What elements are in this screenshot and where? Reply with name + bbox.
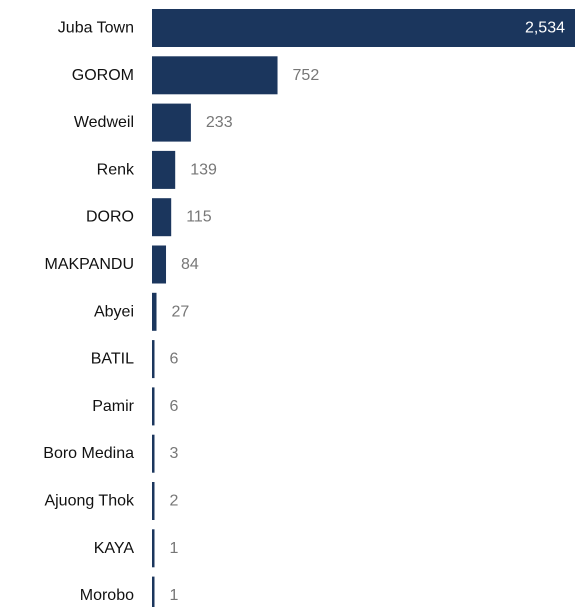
category-label: Morobo	[80, 587, 134, 604]
category-label: Juba Town	[58, 20, 134, 37]
value-label: 27	[172, 303, 190, 320]
value-label: 233	[206, 114, 233, 131]
bar	[152, 576, 155, 607]
category-label: GOROM	[72, 67, 134, 84]
labels-layer: Juba Town 2,534 GOROM 752 Wedweil 233 Renk 139 D…	[43, 20, 565, 605]
value-label: 1	[170, 587, 179, 604]
value-label: 2	[170, 493, 179, 510]
bar	[152, 9, 575, 47]
category-label: Boro Medina	[43, 445, 134, 462]
category-label: Pamir	[92, 398, 134, 415]
value-label: 115	[186, 209, 212, 226]
category-label: Abyei	[94, 303, 134, 320]
category-label: Renk	[97, 161, 135, 178]
value-label: 139	[190, 161, 217, 178]
bar	[152, 340, 155, 379]
value-label: 2,534	[525, 20, 565, 37]
value-label: 752	[293, 67, 320, 84]
value-label: 6	[170, 398, 179, 415]
bar	[152, 482, 155, 520]
value-label: 3	[170, 445, 179, 462]
bar	[152, 529, 155, 568]
bar	[152, 245, 167, 284]
category-label: KAYA	[94, 540, 135, 557]
bar	[152, 434, 155, 473]
bar	[152, 198, 172, 237]
category-label: BATIL	[91, 351, 134, 368]
category-label: MAKPANDU	[45, 256, 135, 273]
value-label: 1	[170, 540, 179, 557]
bar	[152, 103, 191, 142]
bar	[152, 150, 176, 189]
category-label: Ajuong Thok	[44, 493, 135, 510]
category-label: Wedweil	[74, 114, 134, 131]
category-label: DORO	[86, 209, 134, 226]
value-label: 6	[170, 351, 179, 368]
bar	[152, 387, 155, 426]
bar	[152, 56, 278, 95]
bars-layer	[152, 9, 575, 607]
bar	[152, 292, 157, 331]
value-label: 84	[181, 256, 199, 273]
